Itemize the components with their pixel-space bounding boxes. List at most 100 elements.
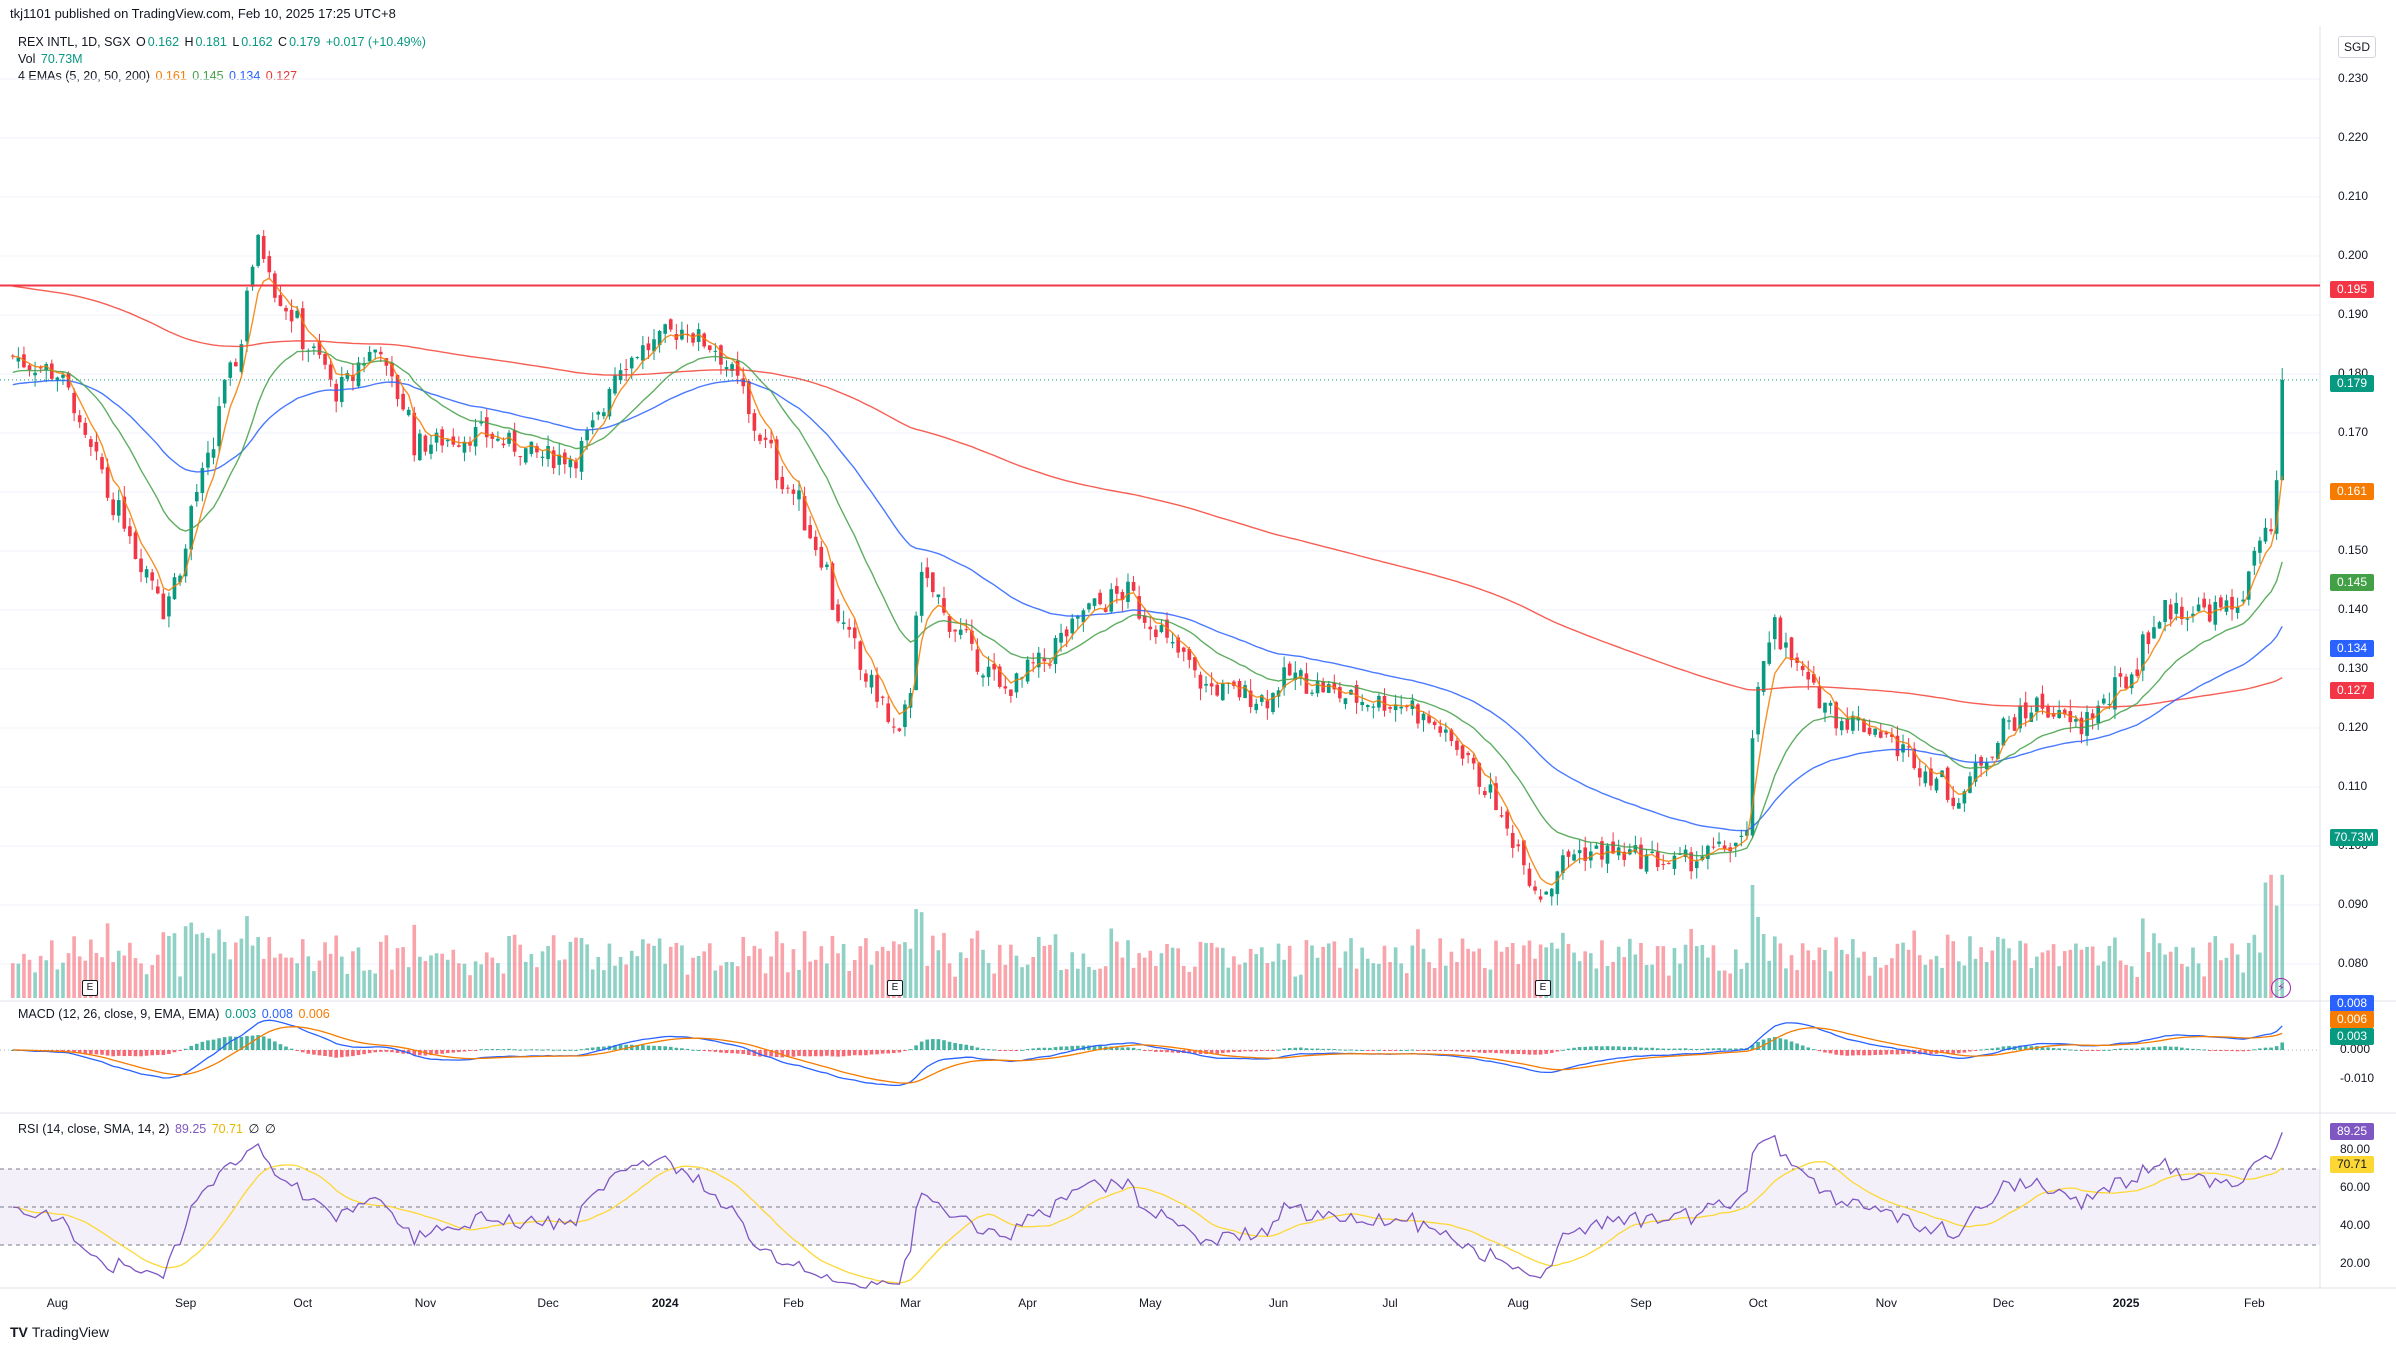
- macd-histogram-bar: [1338, 1049, 1342, 1051]
- volume-bar: [418, 956, 422, 998]
- candle-body: [167, 596, 171, 617]
- volume-bar: [1053, 934, 1058, 998]
- volume-bar: [1996, 936, 2000, 998]
- symbol-name[interactable]: REX INTL, 1D, SGX: [18, 35, 131, 49]
- candle-body: [2180, 606, 2184, 619]
- time-tick-label: Oct: [1748, 1296, 1768, 1310]
- rsi-tick-label: 20.00: [2340, 1256, 2371, 1270]
- earnings-marker[interactable]: E: [887, 980, 903, 996]
- volume-bar: [2057, 966, 2061, 998]
- volume-bar: [501, 973, 506, 998]
- macd-histogram-bar: [2018, 1045, 2022, 1050]
- candle-body: [1722, 845, 1727, 850]
- volume-bar: [763, 973, 768, 998]
- candle-body: [613, 375, 617, 394]
- candle-body: [150, 572, 154, 581]
- volume-bar: [1906, 949, 1911, 998]
- volume-bar: [2202, 976, 2206, 998]
- macd-histogram-bar: [2152, 1046, 2156, 1050]
- candle-body: [457, 445, 461, 447]
- volume-bar: [312, 971, 316, 998]
- time-tick-label: Sep: [174, 1296, 197, 1310]
- macd-histogram-bar: [1126, 1047, 1130, 1050]
- candle-body: [1393, 704, 1398, 711]
- macd-histogram-bar: [1906, 1050, 1911, 1054]
- volume-bar: [1371, 963, 1376, 998]
- macd-label[interactable]: MACD (12, 26, close, 9, EMA, EMA): [18, 1007, 220, 1021]
- candle-body: [2152, 627, 2156, 639]
- rsi-label[interactable]: RSI (14, close, SMA, 14, 2): [18, 1122, 170, 1136]
- macd-histogram-bar: [512, 1049, 517, 1051]
- macd-histogram-bar: [836, 1050, 840, 1057]
- volume-bar: [1990, 950, 1995, 998]
- macd-histogram-bar: [362, 1050, 366, 1055]
- candle-body: [155, 586, 160, 594]
- candle-body: [1036, 652, 1041, 668]
- volume-label[interactable]: Vol: [18, 52, 36, 66]
- volume-bar: [518, 944, 523, 998]
- macd-histogram-bar: [1722, 1048, 1727, 1050]
- volume-bar: [1148, 950, 1153, 998]
- candle-body: [2124, 676, 2128, 689]
- volume-bar: [2207, 942, 2212, 998]
- volume-bar: [1795, 970, 1799, 998]
- volume-bar: [791, 949, 796, 998]
- macd-histogram-bar: [295, 1050, 299, 1051]
- candle-body: [2241, 599, 2245, 602]
- candle-body: [869, 674, 874, 688]
- pane-separators: [0, 26, 2396, 1289]
- volume-bar: [668, 946, 673, 998]
- volume-bar: [468, 975, 472, 998]
- earnings-marker[interactable]: E: [82, 980, 98, 996]
- volume-bar: [105, 923, 110, 998]
- volume-bar: [529, 954, 534, 998]
- macd-histogram-bar: [1165, 1050, 1169, 1053]
- candle-body: [1304, 673, 1309, 694]
- volume-bar: [535, 967, 539, 998]
- lightning-icon[interactable]: ⚡: [2271, 978, 2291, 998]
- macd-histogram-bar: [1299, 1047, 1303, 1050]
- candle-body: [1650, 851, 1654, 854]
- volume-bar: [540, 951, 545, 998]
- macd-histogram-bar: [1444, 1050, 1448, 1051]
- volume-bar: [2051, 944, 2056, 998]
- candle-body: [1784, 642, 1788, 648]
- macd-histogram-bar: [1516, 1050, 1521, 1054]
- volume-bar: [328, 953, 333, 998]
- candle-body: [780, 476, 785, 490]
- candle-body: [61, 374, 65, 378]
- macd-histogram-bar: [2007, 1045, 2011, 1050]
- high-value: 0.181: [195, 35, 227, 49]
- macd-histogram-bar: [2185, 1048, 2190, 1050]
- macd-histogram-bar: [858, 1050, 863, 1056]
- earnings-marker[interactable]: E: [1535, 980, 1551, 996]
- price-tick-label: 0.200: [2338, 248, 2369, 262]
- candle-body: [295, 310, 299, 318]
- currency-button[interactable]: SGD: [2338, 36, 2376, 58]
- volume-bar: [719, 965, 723, 998]
- volume-bar: [741, 937, 746, 998]
- volume-bar: [1204, 943, 1208, 998]
- candle-body: [791, 489, 796, 494]
- volume-bar: [406, 967, 411, 998]
- candle-body: [1365, 704, 1370, 708]
- macd-histogram-bar: [624, 1044, 628, 1050]
- macd-tick-label: -0.010: [2340, 1071, 2375, 1085]
- volume-bar: [1873, 956, 1877, 998]
- candle-body: [1689, 852, 1693, 872]
- macd-histogram-bar: [791, 1050, 796, 1057]
- candle-body: [551, 450, 556, 469]
- volume-bar: [629, 950, 634, 998]
- macd-histogram-bar: [345, 1050, 350, 1057]
- macd-histogram-bar: [1572, 1047, 1576, 1050]
- macd-histogram-bar: [1800, 1045, 1805, 1050]
- volume-bar: [2258, 952, 2262, 998]
- candle-body: [908, 693, 913, 708]
- macd-histogram-bar: [1739, 1048, 1744, 1050]
- volume-bar: [897, 944, 902, 998]
- volume-bar: [769, 956, 773, 998]
- macd-histogram-bar: [1293, 1047, 1298, 1050]
- candle-body: [1594, 845, 1599, 849]
- macd-histogram-bar: [813, 1050, 818, 1057]
